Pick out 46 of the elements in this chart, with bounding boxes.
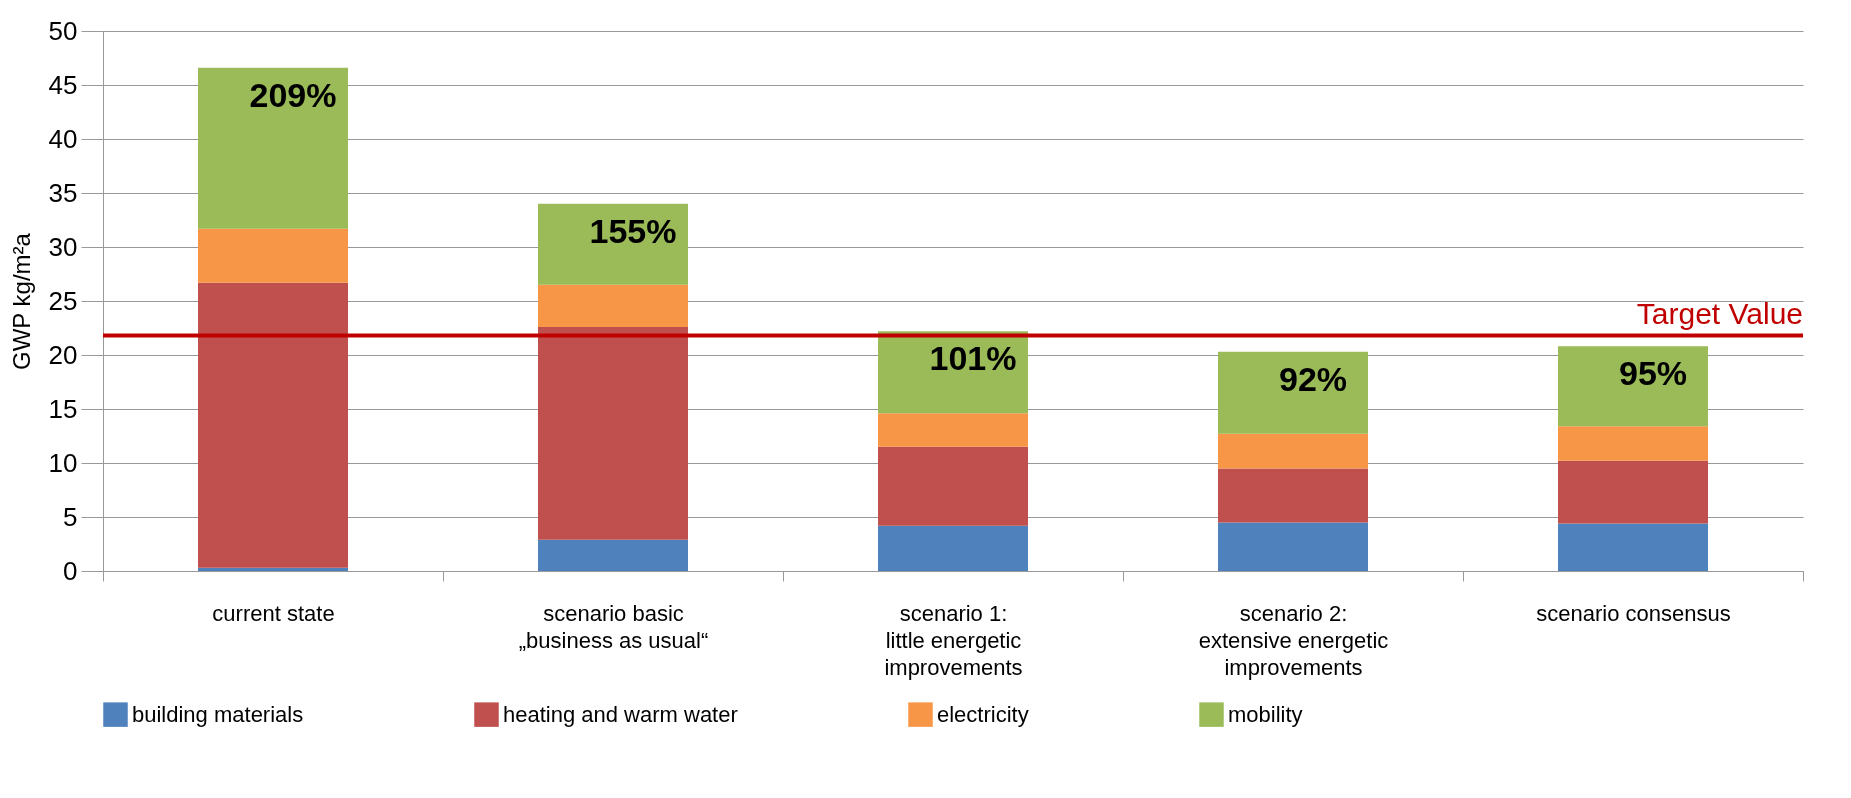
bar [198,67,348,229]
y-tick-label: 50 [48,15,78,46]
bar [1218,433,1368,469]
y-tick-label: 0 [63,555,78,586]
y-tick-label: 25 [48,285,78,316]
y-tick-label: 35 [48,177,78,208]
legend-label: mobility [1228,701,1303,727]
ref-line-label: Target Value [1636,296,1803,330]
bar [1558,460,1708,524]
bar [198,282,348,568]
bar [198,228,348,283]
bar [538,326,688,540]
annotation: 95% [1618,354,1688,393]
y-axis-title: GWP kg/m²a [7,232,35,370]
bar [878,413,1028,447]
bar [1218,351,1368,434]
x-tick-label: scenario consensus [1536,600,1731,626]
legend-label: electricity [937,701,1029,727]
x-tick-label: scenario basic „business as usual“ [518,600,709,653]
y-tick-label: 20 [48,339,78,370]
y-tick-label: 15 [48,393,78,424]
y-tick-label: 5 [63,501,78,532]
x-tick-label: current state [212,600,335,626]
bar [1218,468,1368,523]
legend-label: building materials [132,701,304,727]
bar [1558,426,1708,461]
y-tick-label: 30 [48,231,78,262]
annotation: 155% [589,211,677,250]
annotation: 209% [249,75,337,114]
x-tick-label: scenario 2: extensive energetic improvements [1198,600,1389,680]
y-tick-label: 40 [48,123,78,154]
bar [1558,523,1708,571]
bar [538,203,688,285]
y-tick-label: 10 [48,447,78,478]
bar [1558,346,1708,427]
bar [538,539,688,571]
y-tick-label: 45 [48,69,78,100]
legend-label: heating and warm water [503,701,738,727]
bar [878,525,1028,571]
annotation: 92% [1278,359,1348,398]
bar [1218,522,1368,571]
bar [198,567,348,571]
x-tick-label: scenario 1: little energetic improvements [884,600,1023,680]
bar [878,446,1028,526]
bar [538,284,688,327]
annotation: 101% [929,339,1017,378]
